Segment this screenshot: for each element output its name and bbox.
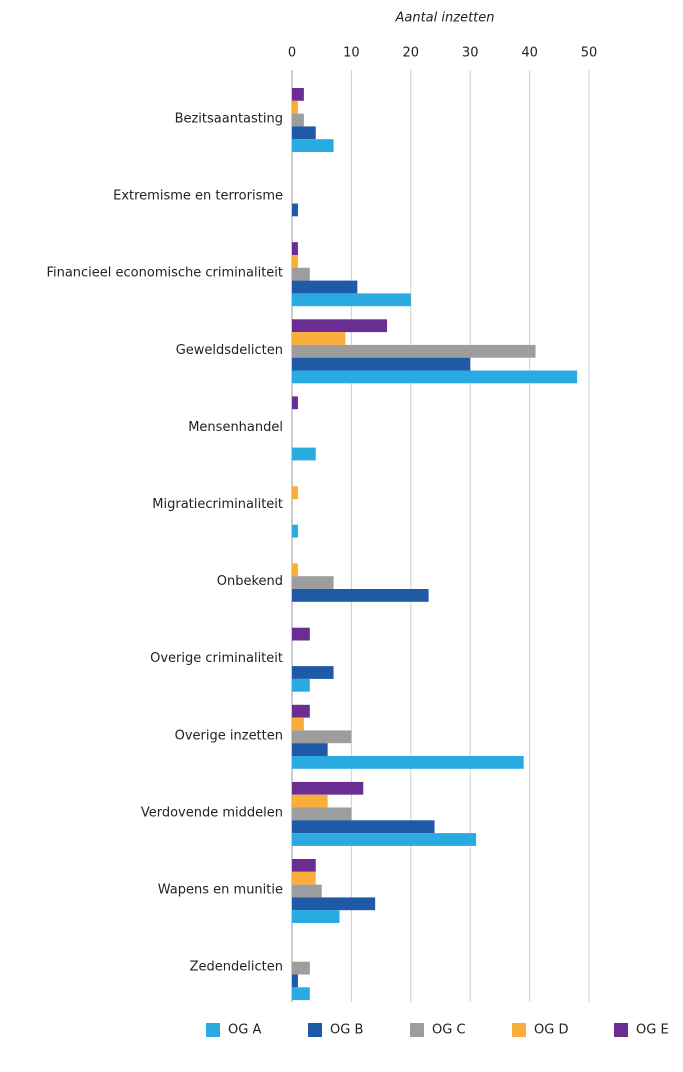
bar [292, 743, 328, 756]
bar [292, 280, 358, 294]
y-tick-label: Overige criminaliteit [150, 651, 283, 666]
y-tick-label: Mensenhandel [188, 420, 283, 435]
x-axis-title: Aantal inzetten [394, 11, 494, 26]
bar [292, 524, 298, 538]
y-tick-label: Zedendelicten [190, 960, 283, 975]
legend-label: OG E [636, 1023, 669, 1038]
y-tick-label: Onbekend [217, 574, 283, 589]
bar [292, 357, 471, 371]
bar [292, 576, 334, 589]
bar [292, 666, 334, 679]
bar [292, 820, 435, 834]
bar [292, 717, 304, 731]
bar [292, 370, 578, 384]
bar [292, 319, 388, 333]
bar [292, 486, 298, 500]
legend-label: OG B [330, 1023, 363, 1038]
bar [292, 344, 536, 358]
x-tick-label: 50 [581, 46, 598, 61]
y-tick-label: Financieel economische criminaliteit [46, 266, 283, 281]
bar [292, 242, 298, 255]
y-tick-label: Overige inzetten [175, 728, 283, 743]
bar [292, 589, 429, 602]
bar [292, 396, 298, 410]
y-tick-label: Extremisme en terrorisme [113, 189, 283, 204]
bar [292, 910, 340, 923]
y-tick-label: Migratiecriminaliteit [152, 497, 283, 512]
y-tick-label: Geweldsdelicten [176, 343, 283, 358]
bar [292, 447, 316, 461]
bar [292, 833, 477, 846]
legend-label: OG D [534, 1023, 568, 1038]
legend-swatch [614, 1023, 628, 1037]
bar [292, 126, 316, 140]
legend-label: OG C [432, 1023, 466, 1038]
bar [292, 974, 298, 988]
bar [292, 987, 310, 1001]
legend-swatch [308, 1023, 322, 1037]
bar [292, 113, 304, 127]
bar [292, 794, 328, 808]
y-tick-label: Wapens en munitie [158, 883, 283, 898]
x-tick-label: 40 [521, 46, 538, 61]
legend-label: OG A [228, 1023, 261, 1038]
bar [292, 100, 298, 114]
bar [292, 203, 298, 217]
bar [292, 332, 346, 345]
x-tick-label: 10 [343, 46, 360, 61]
legend-swatch [206, 1023, 220, 1037]
bar [292, 563, 298, 577]
bar [292, 897, 376, 911]
y-tick-label: Verdovende middelen [141, 805, 283, 820]
bar [292, 807, 352, 821]
bar [292, 293, 411, 307]
bar [292, 704, 310, 718]
bar [292, 781, 364, 795]
bar [292, 730, 352, 744]
bar [292, 88, 304, 101]
legend-swatch [410, 1023, 424, 1037]
bar [292, 961, 310, 975]
bar [292, 139, 334, 152]
bar [292, 678, 310, 692]
x-tick-label: 20 [403, 46, 420, 61]
bar [292, 255, 298, 268]
bar [292, 884, 322, 898]
bar [292, 859, 316, 872]
x-tick-label: 30 [462, 46, 479, 61]
bar [292, 267, 310, 281]
x-tick-label: 0 [288, 46, 296, 61]
bar [292, 627, 310, 641]
legend-swatch [512, 1023, 526, 1037]
y-tick-label: Bezitsaantasting [175, 112, 283, 127]
bar [292, 871, 316, 885]
bar [292, 756, 524, 769]
